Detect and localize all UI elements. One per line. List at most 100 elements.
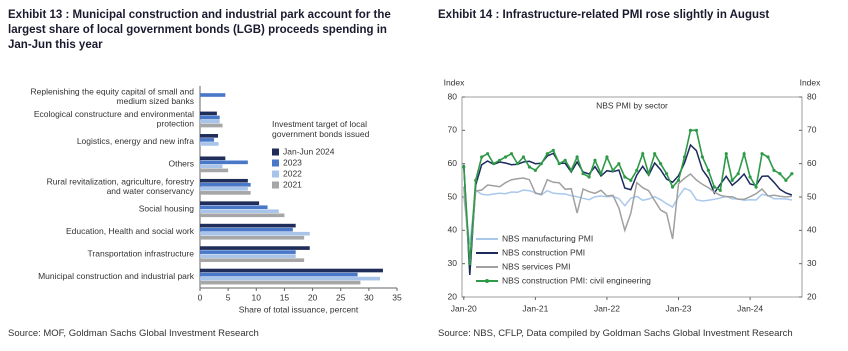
y-tick-label: Transportation infrastructure: [88, 249, 195, 259]
marker: [468, 262, 472, 266]
x-tick-label: 25: [336, 292, 346, 302]
bar: [200, 187, 248, 191]
marker: [497, 158, 502, 162]
bar: [200, 182, 251, 187]
y-tick-label: Replenishing the equity capital of small…: [31, 87, 195, 107]
marker: [778, 172, 782, 176]
y-tick-label: 20: [448, 291, 458, 301]
y2-tick-label: 60: [807, 158, 817, 168]
bar: [200, 276, 381, 281]
bar: [200, 156, 226, 161]
legend-label: NBS construction PMI: [502, 247, 585, 257]
bar: [200, 201, 260, 206]
marker: [503, 155, 508, 159]
marker: [623, 175, 627, 179]
y-tick-label: Education, Health and social work: [66, 226, 195, 236]
legend-label: Jan-Jun 2024: [283, 146, 335, 156]
bar: [200, 93, 226, 97]
marker: [760, 152, 764, 156]
bar-chart: 0 5 10 15 20 25 30 35 Share of total issuance, p…: [31, 86, 402, 314]
bar: [200, 138, 215, 142]
bar: [200, 213, 285, 218]
x-tick-label: Jan-24: [737, 303, 763, 313]
y2-tick-label: 80: [807, 91, 817, 101]
legend-label: 2023: [283, 157, 302, 167]
x-tick-label: 10: [252, 292, 262, 302]
bar: [200, 246, 310, 250]
legend-swatch: [272, 148, 279, 156]
marker: [563, 158, 567, 162]
marker: [647, 172, 651, 176]
legend-label: NBS manufacturing PMI: [502, 233, 593, 243]
source: Source: NBS, CFLP, Data compiled by Gold…: [438, 328, 793, 339]
y-tick-label: 40: [448, 225, 458, 235]
marker: [724, 152, 728, 156]
bar: [200, 209, 279, 214]
marker: [480, 155, 484, 159]
y-tick-label: Ecological constructure and environmenta…: [34, 109, 194, 128]
y-tick-label: Others: [168, 159, 194, 169]
marker: [527, 165, 532, 169]
bar: [200, 191, 251, 195]
x-tick-label: 0: [198, 292, 203, 302]
marker: [617, 162, 621, 166]
bar: [200, 168, 229, 173]
y-tick-label: 80: [448, 91, 458, 101]
marker: [587, 175, 591, 179]
y-axis-label: Index: [444, 77, 466, 87]
marker: [581, 172, 585, 176]
y2-tick-label: 70: [807, 125, 817, 135]
marker: [539, 162, 543, 166]
bar: [200, 119, 220, 124]
marker: [629, 178, 633, 182]
y-tick-label: 60: [448, 158, 458, 168]
y2-tick-label: 20: [807, 291, 817, 301]
marker: [533, 168, 537, 172]
marker: [462, 165, 466, 169]
bar: [200, 111, 217, 116]
x-tick-label: 20: [308, 292, 318, 302]
subtitle: NBS PMI by sector: [596, 100, 668, 110]
chart-title: Exhibit 13 : Municipal construction and …: [8, 9, 391, 51]
marker: [611, 168, 615, 172]
bar: [200, 227, 293, 232]
marker: [486, 152, 490, 156]
marker: [599, 172, 603, 176]
bar: [200, 178, 248, 183]
legend-swatch: [272, 181, 279, 189]
marker: [492, 162, 496, 166]
y-tick-label: Rural revitalization, agriculture, fores…: [47, 177, 195, 197]
marker: [557, 162, 561, 166]
marker: [772, 168, 776, 172]
legend-label: NBS services PMI: [502, 261, 571, 271]
marker: [605, 155, 609, 159]
marker: [551, 148, 555, 152]
legend-label: 2022: [283, 168, 302, 178]
legend-label: 2021: [283, 179, 302, 189]
bar: [200, 231, 310, 236]
legend-label: NBS construction PMI: civil engineering: [502, 275, 651, 285]
x-tick-label: 30: [364, 292, 374, 302]
marker: [521, 155, 526, 159]
bar: [200, 223, 296, 228]
marker: [730, 178, 734, 182]
marker: [664, 172, 669, 176]
chart-title: Exhibit 14 : Infrastructure-related PMI …: [438, 9, 770, 21]
marker: [641, 152, 645, 156]
y-tick-label: Municipal construction and industrial pa…: [38, 271, 195, 281]
bar: [200, 272, 358, 277]
marker: [706, 168, 710, 172]
marker: [754, 185, 758, 189]
marker: [718, 188, 722, 192]
marker: [474, 178, 478, 182]
x-tick-label: 35: [392, 292, 402, 302]
y2-axis-label: Index: [800, 77, 822, 87]
marker: [545, 152, 549, 156]
marker: [742, 152, 746, 156]
bar: [200, 268, 383, 273]
legend-title: Investment target of local government bon…: [272, 119, 370, 139]
bar: [200, 123, 223, 128]
marker: [653, 152, 657, 156]
marker: [790, 172, 794, 176]
bar: [200, 258, 305, 263]
